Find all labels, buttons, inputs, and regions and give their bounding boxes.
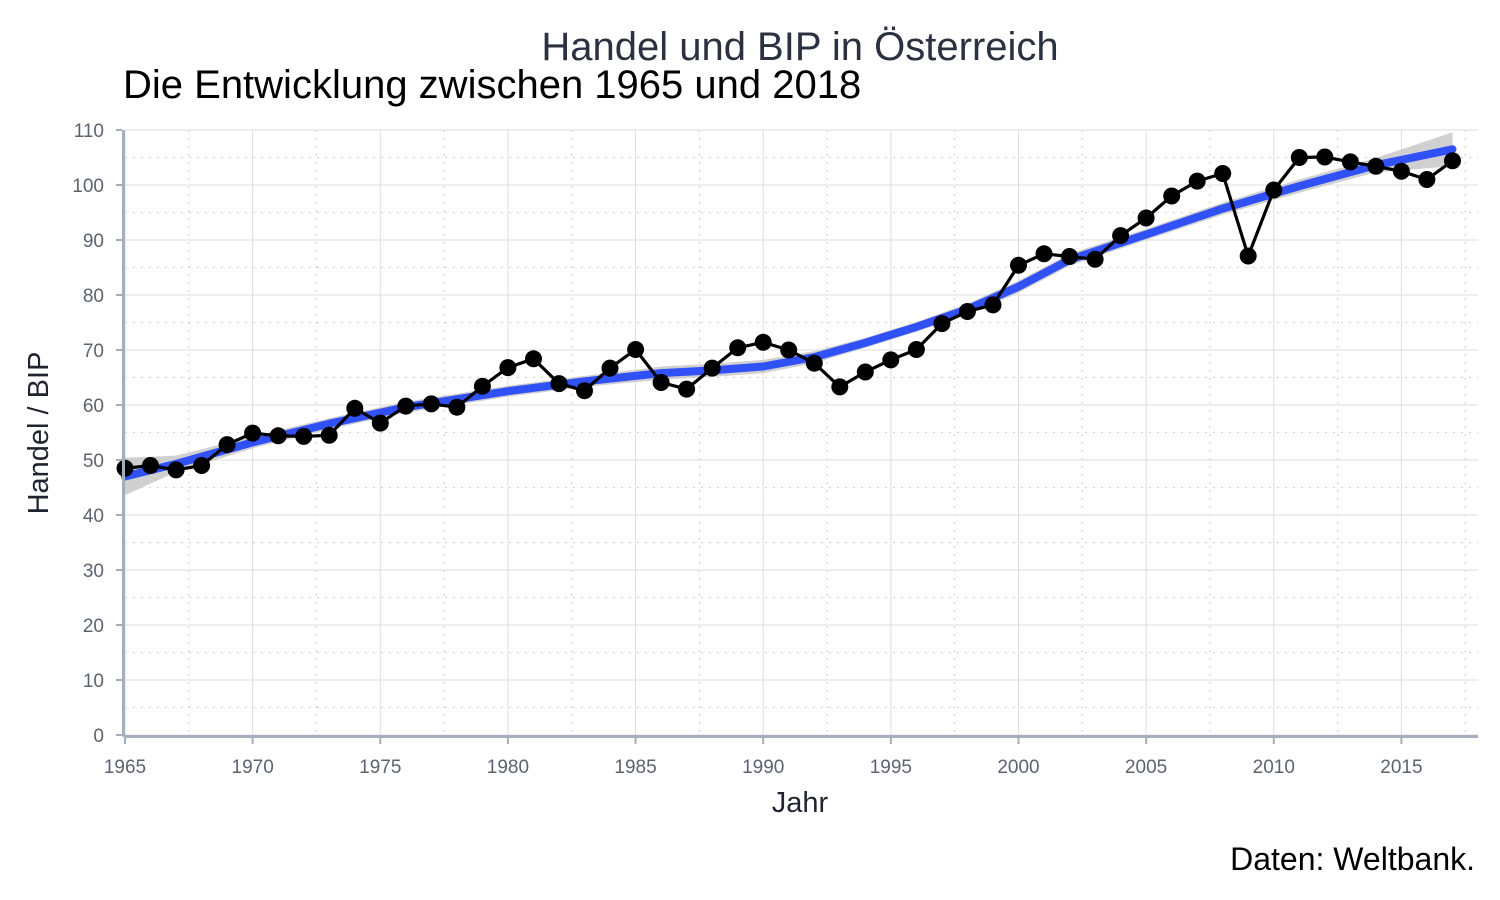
data-point xyxy=(295,427,313,445)
x-tick-label: 1975 xyxy=(359,757,401,778)
data-point xyxy=(1265,181,1283,199)
x-tick-label: 1995 xyxy=(870,757,912,778)
data-point xyxy=(805,354,823,372)
data-point xyxy=(1112,227,1130,245)
caption: Daten: Weltbank. xyxy=(1230,841,1475,877)
data-point xyxy=(754,333,772,351)
data-point xyxy=(1086,250,1104,268)
data-point xyxy=(525,350,542,368)
chart-title: Handel und BIP in Österreich xyxy=(541,25,1058,69)
x-axis-ticks: 1965 1970 1975 1980 1985 1990 1995 2000 2005 2010… xyxy=(104,738,1423,778)
data-point xyxy=(678,380,696,398)
data-point xyxy=(831,378,849,396)
data-point xyxy=(448,398,466,416)
x-tick-label: 1990 xyxy=(742,757,784,778)
data-point xyxy=(1188,172,1206,190)
data-point xyxy=(984,296,1002,314)
x-tick-label: 2010 xyxy=(1253,757,1295,778)
chart-subtitle: Die Entwicklung zwischen 1965 und 2018 xyxy=(123,63,861,107)
y-tick-label: 110 xyxy=(74,121,104,142)
data-point xyxy=(729,339,747,357)
data-point xyxy=(269,427,287,445)
y-tick-label: 80 xyxy=(83,286,104,307)
data-point xyxy=(167,461,185,479)
y-tick-label: 40 xyxy=(83,506,104,527)
x-tick-label: 2000 xyxy=(997,757,1039,778)
data-point xyxy=(907,341,925,358)
y-tick-label: 50 xyxy=(83,451,104,472)
data-point xyxy=(142,457,159,474)
y-tick-label: 20 xyxy=(83,616,104,637)
data-point xyxy=(371,414,389,432)
data-point xyxy=(1341,153,1359,171)
data-point xyxy=(627,341,645,358)
data-point xyxy=(1214,165,1232,182)
data-point xyxy=(1239,247,1257,265)
data-point xyxy=(576,382,593,400)
data-point xyxy=(1290,149,1308,166)
data-point xyxy=(346,399,364,417)
data-point xyxy=(1035,245,1053,263)
data-point xyxy=(1137,209,1155,227)
data-point xyxy=(1444,152,1461,170)
x-tick-label: 1970 xyxy=(232,757,274,778)
y-tick-label: 0 xyxy=(93,726,104,747)
data-point xyxy=(244,424,262,442)
data-point xyxy=(856,363,874,381)
data-point xyxy=(473,377,491,395)
data-series xyxy=(116,148,1461,479)
data-point xyxy=(320,426,338,444)
data-point xyxy=(1367,157,1385,175)
y-axis-title: Handel / BIP xyxy=(23,352,55,515)
data-point xyxy=(1316,148,1334,166)
y-tick-label: 10 xyxy=(83,671,104,692)
data-point xyxy=(1061,248,1078,265)
data-point xyxy=(193,457,211,474)
data-point xyxy=(958,303,976,320)
data-point xyxy=(1163,187,1181,205)
data-point xyxy=(780,341,798,359)
data-point xyxy=(882,351,900,369)
data-point xyxy=(933,315,951,333)
axes xyxy=(122,130,1478,738)
y-tick-label: 90 xyxy=(83,231,104,252)
data-point xyxy=(1010,256,1027,274)
y-tick-label: 30 xyxy=(83,561,104,582)
y-tick-label: 70 xyxy=(83,341,104,362)
data-point xyxy=(499,359,517,377)
x-axis-title: Jahr xyxy=(772,787,829,819)
data-point xyxy=(397,397,415,415)
x-tick-label: 2015 xyxy=(1380,757,1422,778)
x-tick-label: 2005 xyxy=(1125,757,1167,778)
y-tick-label: 100 xyxy=(72,176,104,197)
trend-line-path xyxy=(121,145,1457,481)
x-tick-label: 1985 xyxy=(614,757,656,778)
data-point xyxy=(550,375,568,393)
trend-line xyxy=(121,145,1457,481)
y-tick-label: 60 xyxy=(83,396,104,417)
data-point xyxy=(218,436,236,454)
x-tick-label: 1965 xyxy=(104,757,146,778)
data-point xyxy=(1418,171,1436,188)
data-point xyxy=(703,359,721,377)
data-point xyxy=(1392,162,1410,180)
x-tick-label: 1980 xyxy=(487,757,529,778)
data-point xyxy=(601,359,619,377)
y-axis-ticks: 0 10 20 30 40 50 60 70 80 90 100 110 xyxy=(72,121,122,747)
data-point xyxy=(422,395,440,413)
data-point xyxy=(652,374,670,391)
